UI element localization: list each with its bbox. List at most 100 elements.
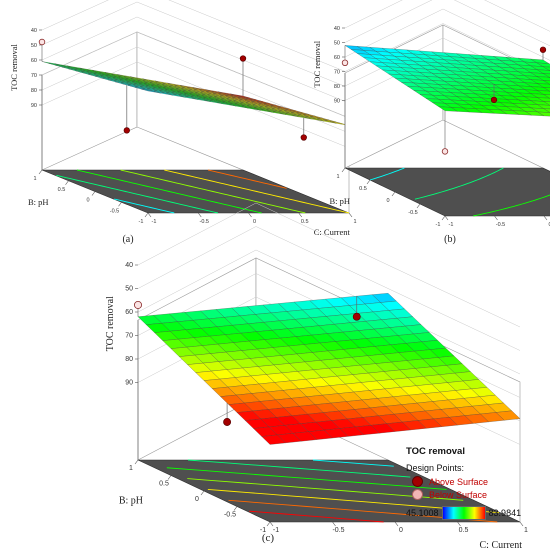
y-axis-title: B: pH [119, 496, 143, 507]
ph-tick-label: -1 [260, 527, 266, 534]
current-axis-tick [248, 212, 252, 218]
below-surface-point [38, 38, 46, 46]
ph-axis-tick [200, 490, 205, 496]
wall-gridline [137, 226, 521, 351]
ph-axis-tick [38, 169, 43, 175]
floor-contour-line [312, 459, 394, 467]
current-tick-label: 0.5 [301, 219, 309, 225]
chart-panel-2 [341, 0, 550, 221]
panel-label: (a) [122, 234, 133, 245]
wall-gridline [344, 0, 550, 47]
current-tick-label: 0 [548, 222, 550, 228]
current-tick-label: -1 [273, 527, 279, 534]
wall-gridline [41, 1, 350, 89]
ph-tick-label: -0.5 [110, 208, 119, 214]
colorbar-max: 83.9841 [488, 508, 522, 518]
current-axis-tick [519, 521, 524, 527]
current-tick-label: -0.5 [332, 527, 344, 534]
current-axis-tick [269, 521, 274, 527]
z-axis-title: TOC removal [9, 43, 19, 90]
z-tick-label: 90 [31, 103, 37, 109]
ph-axis-tick [65, 180, 69, 185]
colorbar-gradient [441, 506, 486, 520]
z-tick-label: 50 [31, 43, 37, 49]
floor-contour-line [114, 198, 175, 214]
current-axis-tick [543, 215, 548, 221]
below-surface-marker [412, 489, 423, 500]
surface-cell [537, 83, 550, 88]
ph-axis-tick [266, 521, 271, 527]
current-axis-tick [332, 521, 336, 527]
ph-axis-tick [118, 202, 122, 207]
ph-axis-tick [144, 212, 149, 218]
above-surface-point [352, 312, 361, 321]
z-tick-label: 50 [334, 41, 340, 47]
legend-subtitle: Design Points: [406, 463, 465, 473]
z-tick-label: 60 [334, 55, 340, 61]
ph-tick-label: 1 [129, 465, 133, 472]
panel-label: (b) [444, 234, 456, 245]
ph-axis-tick [233, 506, 238, 511]
wall-gridline [41, 0, 350, 74]
ph-tick-label: 1 [33, 176, 36, 182]
z-tick-label: 90 [125, 380, 133, 387]
current-axis-tick [298, 212, 302, 218]
surface-cell [543, 87, 550, 92]
ph-tick-label: -0.5 [408, 210, 417, 216]
chart-panel-3 [133, 202, 524, 527]
ph-axis-tick [441, 215, 446, 221]
surface-cell [537, 111, 550, 117]
z-tick-label: 80 [334, 84, 340, 90]
floor-contour-line [473, 194, 550, 217]
current-axis-tick [147, 212, 152, 218]
above-surface-point [239, 55, 247, 62]
ph-axis-tick [341, 167, 346, 173]
current-axis-tick [394, 521, 399, 527]
ph-tick-label: 0.5 [159, 481, 169, 488]
ph-tick-label: -1 [436, 222, 441, 228]
current-axis-tick [198, 212, 202, 218]
y-axis-title: B: pH [329, 196, 350, 206]
z-tick-label: 60 [31, 58, 37, 64]
colorbar-min: 45.1008 [406, 508, 439, 518]
above-surface-point [490, 96, 498, 103]
surface-cell [537, 90, 550, 95]
ph-tick-label: -1 [139, 219, 144, 225]
current-axis-tick [494, 215, 498, 221]
surface-cell [543, 66, 550, 71]
chart-panel-1 [38, 0, 353, 218]
below-surface-point [441, 148, 449, 155]
ph-tick-label: 0.5 [359, 186, 367, 192]
legend-above-entry: Above Surface [412, 476, 546, 487]
z-tick-label: 40 [334, 26, 340, 32]
above-surface-point [223, 418, 232, 426]
surface-cell [537, 76, 550, 81]
surface-cell [531, 100, 550, 106]
ph-axis-tick [416, 203, 421, 209]
colorbar: 45.1008 83.9841 [406, 506, 546, 520]
z-tick-label: 40 [31, 28, 37, 34]
ph-axis-tick [167, 475, 172, 480]
floor-projection [344, 167, 550, 217]
z-tick-label: 80 [31, 88, 37, 94]
current-tick-label: 0.5 [459, 527, 469, 534]
floor-contour-line [414, 167, 504, 200]
color-legend: TOC removal Design Points: Above Surface… [406, 446, 546, 520]
current-tick-label: -0.5 [200, 219, 209, 225]
wall-gridline [41, 31, 350, 119]
z-tick-label: 50 [125, 286, 133, 293]
current-axis-tick [457, 521, 461, 527]
z-tick-label: 90 [334, 99, 340, 105]
current-axis-tick [348, 212, 353, 218]
below-surface-point [133, 300, 142, 309]
ph-tick-label: 1 [336, 174, 339, 180]
current-axis-tick [444, 215, 449, 221]
above-surface-point [300, 134, 307, 141]
z-tick-label: 60 [125, 309, 133, 316]
surface-cell [543, 101, 550, 106]
surface-cell [531, 107, 550, 113]
surface-cell [543, 108, 550, 113]
above-surface-point [539, 46, 547, 53]
surface-cell [495, 410, 521, 421]
